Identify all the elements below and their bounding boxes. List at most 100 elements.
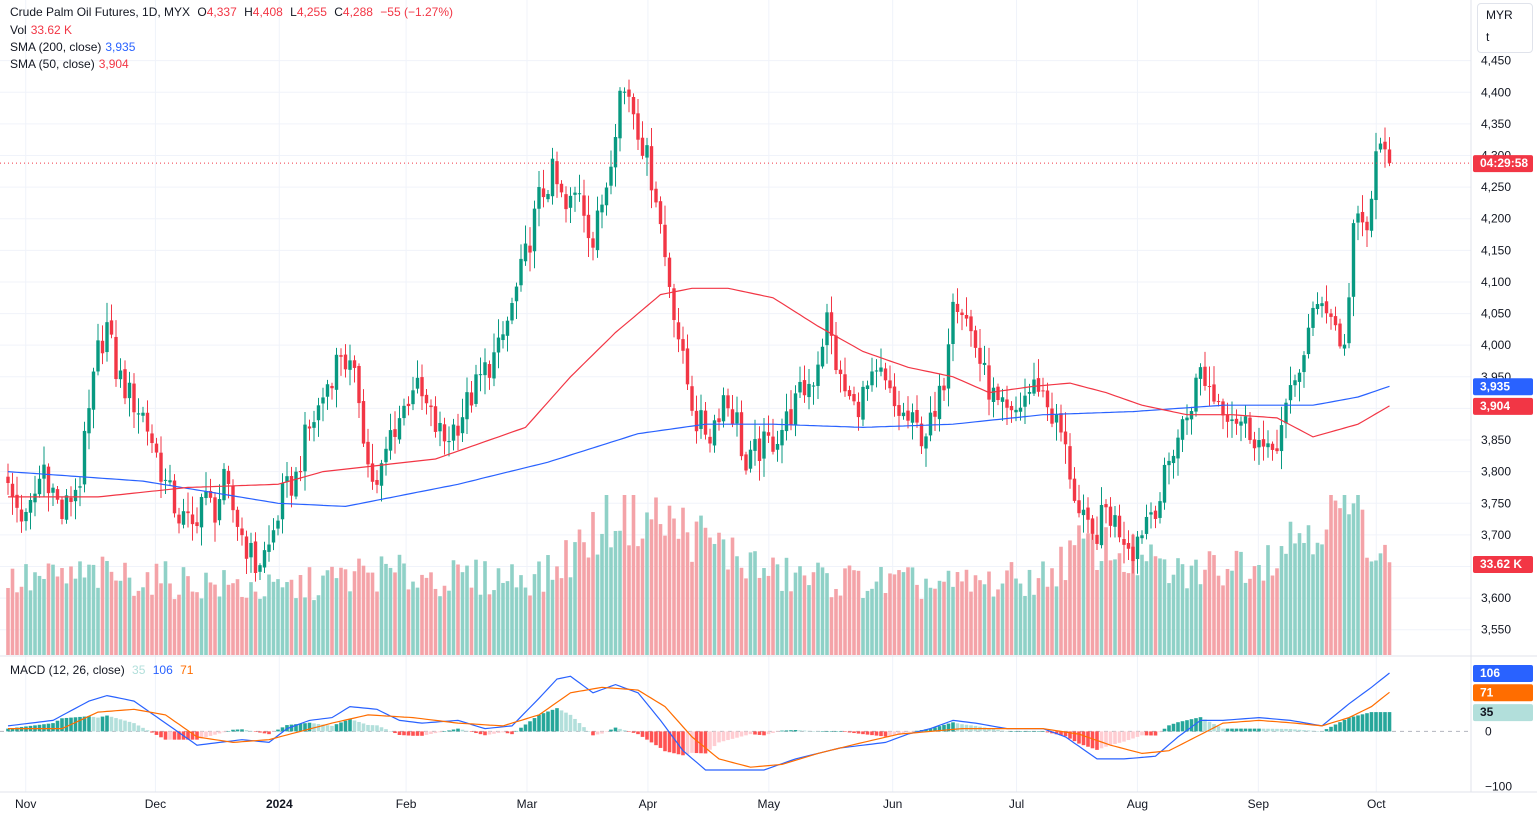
candle-body (973, 330, 978, 348)
candle-body (460, 417, 465, 434)
candle-body (766, 432, 771, 436)
macd-hist-bar (469, 731, 474, 732)
candle-body (1266, 443, 1270, 448)
macd-hist-bar (861, 731, 865, 735)
macd-hist-bar (1122, 731, 1126, 742)
macd-hist-bar (1230, 728, 1234, 732)
unit-selector[interactable]: MYR t (1477, 3, 1533, 53)
candle-body (1338, 323, 1342, 347)
volume-bar (937, 580, 942, 655)
volume-bar (1288, 521, 1293, 655)
candle-body (208, 490, 213, 498)
macd-hist-bar (1041, 731, 1045, 732)
volume-bar (172, 599, 177, 655)
macd-hist-bar (1369, 712, 1374, 732)
volume-bar (1387, 562, 1392, 655)
sma200-line (7, 385, 1390, 508)
candle-body (226, 470, 231, 485)
candle-body (370, 463, 375, 482)
macd-hist-bar (564, 712, 568, 732)
volume-bar (109, 571, 114, 655)
candle-body (874, 370, 879, 372)
macd-hist-bar (478, 731, 483, 735)
volume-bar (1266, 545, 1270, 655)
symbol-title[interactable]: Crude Palm Oil Futures, 1D, MYX (10, 5, 191, 19)
volume-bar (1126, 573, 1131, 655)
volume-bar (501, 582, 505, 655)
macd-hist-bar (73, 717, 78, 732)
volume-bar (253, 591, 258, 655)
candle-body (906, 410, 910, 421)
macd-hist-bar (627, 731, 631, 732)
macd-hist-bar (96, 717, 100, 732)
macd-hist-bar (334, 724, 339, 732)
candle-body (1086, 507, 1090, 520)
macd-hist-bar (1288, 728, 1293, 732)
candle-body (1356, 213, 1360, 223)
open-value: 4,337 (206, 5, 237, 19)
volume-bar (1324, 529, 1329, 655)
sma50-label: SMA (50, close) (10, 57, 95, 71)
candle-body (658, 201, 663, 225)
macd-hist-bar (1023, 731, 1027, 732)
macd-hist-bar (672, 731, 676, 754)
price-tick-label: 4,350 (1481, 117, 1511, 131)
legend-volume[interactable]: Vol 33.62 K (10, 22, 76, 38)
volume-bar (1180, 564, 1185, 655)
price-tick-label: 4,400 (1481, 85, 1511, 99)
macd-hist-bar (501, 731, 505, 733)
candle-body (712, 420, 717, 446)
volume-bar (712, 543, 717, 655)
moving-averages (0, 162, 1471, 508)
volume-bar (564, 540, 568, 655)
legend-sma200[interactable]: SMA (200, close) 3,935 (10, 39, 139, 55)
macd-hist-bar (276, 729, 280, 732)
candle-body (163, 479, 168, 481)
macd-hist-bar (865, 731, 870, 735)
unit-label[interactable]: t (1486, 30, 1490, 44)
volume-bar (1225, 568, 1230, 655)
macd-hist-bar (915, 730, 919, 732)
macd-hist-bar (150, 731, 154, 733)
low-value: 4,255 (296, 5, 327, 19)
volume-bar (213, 584, 217, 655)
volume-bar (442, 585, 447, 655)
candle-body (582, 195, 586, 216)
volume-bar (843, 568, 847, 655)
candle-body (1315, 304, 1320, 310)
candle-body (1023, 395, 1027, 407)
volume-bar (726, 569, 730, 655)
candle-body (631, 96, 636, 115)
macd-hist-bar (730, 731, 735, 739)
candle-body (204, 491, 208, 499)
macd-line (7, 672, 1390, 771)
macd-hist-bar (271, 731, 276, 732)
candle-body (505, 320, 510, 336)
macd-hist-bar (1347, 717, 1351, 732)
macd-hist-bar (492, 731, 496, 734)
macd-hist-bar (906, 731, 910, 733)
macd-hist-bar (726, 731, 730, 741)
currency-label[interactable]: MYR (1486, 8, 1513, 22)
candle-body (577, 193, 582, 195)
candle-body (721, 395, 726, 422)
macd-hist-bar (222, 731, 226, 733)
price-tick-label: 4,250 (1481, 180, 1511, 194)
legend-macd[interactable]: MACD (12, 26, close) 35 106 71 (10, 662, 197, 678)
volume-bar (190, 591, 195, 655)
volume-bar (1221, 585, 1225, 655)
candle-body (28, 499, 33, 513)
open-label: O (197, 5, 207, 19)
macd-hist-bar (289, 724, 294, 732)
candle-body (1378, 143, 1383, 150)
macd-hist-bar (55, 720, 60, 732)
legend-main: Crude Palm Oil Futures, 1D, MYX O4,337 H… (10, 4, 457, 20)
volume-bar (411, 581, 415, 655)
volume-bar (1293, 543, 1297, 655)
legend-sma50[interactable]: SMA (50, close) 3,904 (10, 56, 133, 72)
volume-bar (1270, 575, 1275, 655)
volume-bar (150, 594, 154, 655)
candle-body (519, 258, 523, 286)
